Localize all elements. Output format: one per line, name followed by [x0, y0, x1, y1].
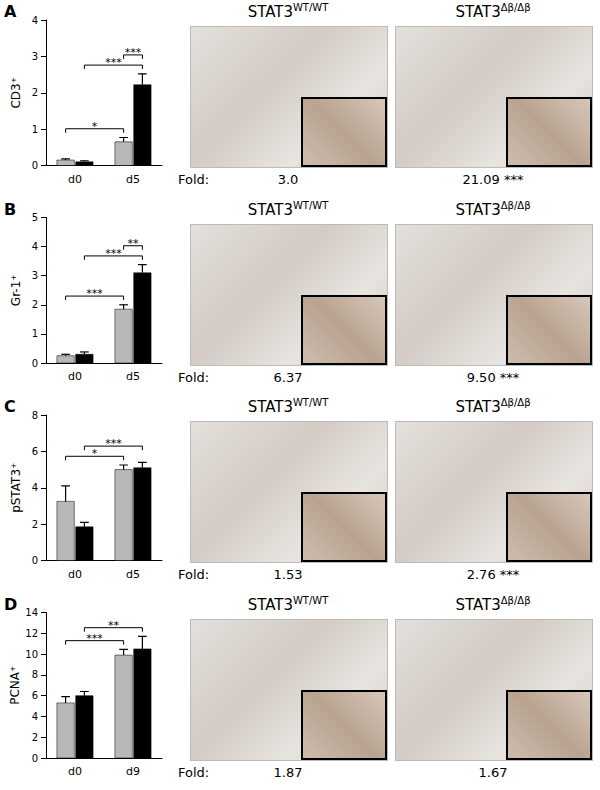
svg-text:***: ***: [86, 287, 103, 300]
html-text:2.76 ***: 2.76 ***: [466, 567, 520, 582]
html-text:STAT3Δβ/Δβ: STAT3Δβ/Δβ: [455, 199, 531, 219]
html-text:3.0: 3.0: [277, 172, 299, 187]
svg-text:d5: d5: [126, 173, 140, 186]
svg-text:4: 4: [32, 711, 38, 722]
svg-text:4: 4: [32, 482, 38, 493]
svg-text:d9: d9: [126, 765, 140, 778]
svg-text:d5: d5: [126, 370, 140, 383]
svg-text:4: 4: [32, 241, 38, 252]
svg-text:Gr-1⁺: Gr-1⁺: [9, 274, 23, 306]
svg-text:0: 0: [32, 555, 38, 566]
html-text:STAT3WT/WT: STAT3WT/WT: [247, 2, 329, 21]
svg-text:***: ***: [105, 437, 122, 450]
svg-text:d0: d0: [68, 765, 82, 778]
svg-text:1: 1: [32, 124, 38, 135]
svg-text:d0: d0: [68, 173, 82, 186]
svg-text:4: 4: [32, 15, 38, 26]
svg-text:5: 5: [32, 212, 38, 223]
svg-text:2: 2: [32, 732, 38, 743]
svg-text:**: **: [108, 619, 120, 632]
svg-text:d5: d5: [126, 568, 140, 581]
html-text:9.50 ***: 9.50 ***: [466, 369, 520, 385]
svg-text:0: 0: [32, 753, 38, 764]
svg-text:pSTAT3⁺: pSTAT3⁺: [9, 463, 23, 513]
svg-text:10: 10: [25, 649, 38, 660]
svg-text:2: 2: [32, 87, 38, 98]
svg-text:0: 0: [32, 358, 38, 369]
svg-text:14: 14: [25, 607, 38, 618]
svg-text:3: 3: [32, 270, 38, 281]
svg-text:*: *: [92, 447, 98, 460]
html-text:STAT3WT/WT: STAT3WT/WT: [247, 397, 329, 416]
html-text:6.37: 6.37: [273, 369, 303, 385]
svg-text:12: 12: [25, 628, 38, 639]
html-text:C: C: [4, 397, 16, 416]
svg-text:2: 2: [32, 299, 38, 310]
svg-text:d0: d0: [68, 568, 82, 581]
html-text:D: D: [4, 594, 18, 614]
svg-text:1: 1: [32, 328, 38, 339]
html-text:1.53: 1.53: [273, 567, 303, 582]
svg-text:CD3⁺: CD3⁺: [9, 77, 23, 109]
svg-text:*: *: [92, 120, 98, 133]
html-text:STAT3WT/WT: STAT3WT/WT: [247, 199, 329, 219]
svg-text:6: 6: [32, 446, 38, 457]
html-text:B: B: [4, 199, 17, 219]
html-text:1.67: 1.67: [478, 764, 508, 780]
html-text:Fold:: Fold:: [178, 764, 210, 780]
html-text:STAT3Δβ/Δβ: STAT3Δβ/Δβ: [455, 2, 531, 21]
svg-text:6: 6: [32, 690, 38, 701]
html-text:A: A: [4, 2, 17, 21]
svg-text:2: 2: [32, 519, 38, 530]
html-text:Fold:: Fold:: [178, 369, 210, 385]
svg-text:PCNA⁺: PCNA⁺: [8, 666, 22, 705]
html-text:21.09 ***: 21.09 ***: [462, 172, 524, 187]
html-text:STAT3Δβ/Δβ: STAT3Δβ/Δβ: [455, 594, 531, 614]
html-text:Fold:: Fold:: [178, 567, 210, 582]
svg-text:***: ***: [125, 46, 142, 59]
svg-text:**: **: [128, 237, 140, 250]
html-text:STAT3Δβ/Δβ: STAT3Δβ/Δβ: [455, 397, 531, 416]
html-text:STAT3WT/WT: STAT3WT/WT: [247, 594, 329, 614]
svg-text:***: ***: [105, 247, 122, 260]
svg-text:d0: d0: [68, 370, 82, 383]
svg-text:8: 8: [32, 669, 38, 680]
svg-text:***: ***: [105, 56, 122, 69]
svg-text:3: 3: [32, 51, 38, 62]
svg-text:***: ***: [86, 632, 103, 645]
html-text:1.87: 1.87: [273, 764, 303, 780]
svg-text:0: 0: [32, 160, 38, 171]
html-text:Fold:: Fold:: [178, 172, 210, 187]
svg-text:8: 8: [32, 410, 38, 421]
